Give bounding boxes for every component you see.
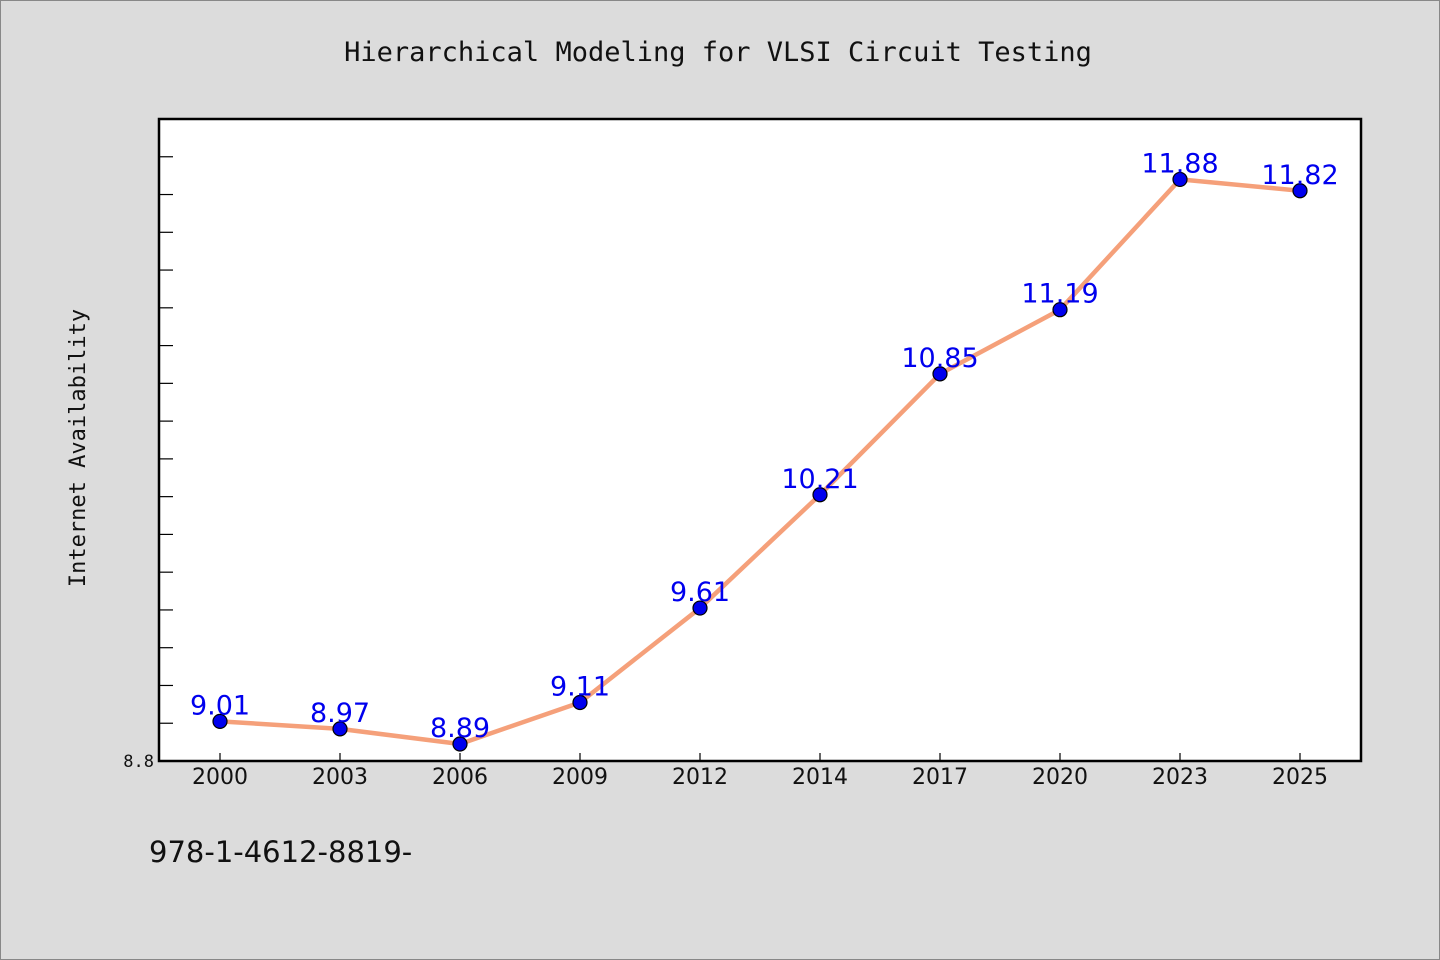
data-label-2025: 11.82 (1261, 160, 1338, 191)
data-point-2020 (1052, 302, 1068, 318)
data-point-2017 (932, 366, 948, 382)
data-label-2006: 8.89 (430, 713, 490, 744)
data-label-2009: 9.11 (550, 671, 610, 702)
chart-title: Hierarchical Modeling for VLSI Circuit T… (344, 37, 1092, 68)
x-tick-label-2023: 2023 (1152, 765, 1208, 790)
data-point-2006 (452, 736, 468, 752)
y-axis-label: Internet Availability (66, 309, 91, 587)
data-label-2000: 9.01 (190, 690, 250, 721)
x-axis-ticks: 2000 2003 2006 2009 2012 2014 2017 2020 2023 2025 (192, 753, 1328, 790)
x-tick-label-2006: 2006 (432, 765, 488, 790)
data-point-2023 (1172, 171, 1188, 188)
data-point-2003 (332, 721, 348, 737)
y-axis-ticks: 8.8 (123, 156, 173, 772)
x-tick-label-2012: 2012 (672, 765, 728, 790)
data-labels: 9.01 8.97 8.89 9.11 9.61 10.21 10.85 11.19 11.88… (190, 148, 1339, 744)
data-point-2000 (212, 713, 228, 729)
data-point-2025 (1292, 183, 1308, 199)
data-markers (212, 171, 1308, 752)
data-label-2020: 11.19 (1021, 279, 1098, 310)
plot-area (157, 117, 1363, 763)
series-line-group (217, 177, 1303, 747)
data-label-2012: 9.61 (670, 577, 730, 608)
data-point-2014 (812, 487, 828, 503)
x-tick-label-2000: 2000 (192, 765, 248, 790)
data-label-2014: 10.21 (781, 464, 858, 495)
data-label-2003: 8.97 (310, 698, 370, 729)
x-tick-label-2003: 2003 (312, 765, 368, 790)
x-tick-label-2009: 2009 (552, 765, 608, 790)
x-tick-label-2020: 2020 (1032, 765, 1088, 790)
data-label-2023: 11.88 (1141, 148, 1218, 179)
x-tick-label-2014: 2014 (792, 765, 848, 790)
data-label-2017: 10.85 (901, 343, 978, 374)
footer-code: 978-1-4612-8819- (149, 835, 412, 869)
series-line-0 (217, 177, 1303, 747)
data-point-2012 (692, 600, 708, 616)
data-point-2009 (572, 694, 588, 711)
x-tick-label-2025: 2025 (1272, 765, 1328, 790)
y-tick-label-0: 8.8 (123, 752, 154, 772)
x-tick-label-2017: 2017 (912, 765, 968, 790)
